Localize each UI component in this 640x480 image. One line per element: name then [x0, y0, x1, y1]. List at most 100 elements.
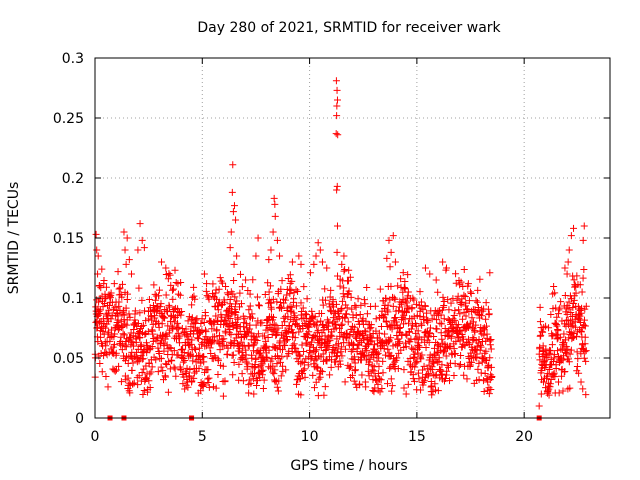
data-point: [457, 352, 465, 360]
data-point: [472, 297, 480, 305]
data-point: [188, 336, 196, 344]
data-point: [566, 350, 574, 358]
data-point: [221, 298, 229, 306]
data-point: [555, 389, 563, 397]
data-point: [253, 336, 261, 344]
data-point: [311, 356, 319, 364]
data-point: [141, 307, 149, 315]
data-point: [340, 284, 348, 292]
data-point: [232, 216, 240, 224]
data-point: [151, 314, 159, 322]
data-point: [375, 362, 383, 370]
data-point: [245, 389, 253, 397]
data-point: [120, 331, 128, 339]
data-point: [377, 376, 385, 384]
data-point: [100, 277, 108, 285]
data-point: [122, 343, 130, 351]
data-point: [196, 329, 204, 337]
data-point: [312, 252, 320, 260]
data-point: [554, 327, 562, 335]
data-point: [298, 370, 306, 378]
data-point: [487, 385, 495, 393]
data-point: [485, 384, 493, 392]
data-point: [407, 325, 415, 333]
data-point: [411, 363, 419, 371]
data-point: [366, 325, 374, 333]
data-point: [179, 345, 187, 353]
data-point: [279, 346, 287, 354]
data-point: [542, 322, 550, 330]
data-point: [173, 312, 181, 320]
data-point: [152, 356, 160, 364]
data-point: [550, 369, 558, 377]
data-point: [314, 363, 322, 371]
data-point: [386, 263, 394, 271]
data-point: [368, 337, 376, 345]
data-point: [426, 330, 434, 338]
chart-title: Day 280 of 2021, SRMTID for receiver war…: [197, 20, 501, 36]
data-point: [570, 276, 578, 284]
data-point: [243, 332, 251, 340]
data-point: [291, 334, 299, 342]
data-point: [270, 370, 278, 378]
data-point: [159, 367, 167, 375]
data-point: [125, 256, 133, 264]
data-point: [319, 350, 327, 358]
y-axis-title: SRMTID / TECUs: [6, 182, 22, 295]
data-point: [395, 307, 403, 315]
data-point: [299, 366, 307, 374]
data-point: [415, 375, 423, 383]
data-point: [553, 322, 561, 330]
data-point: [188, 301, 196, 309]
data-point: [227, 338, 235, 346]
data-point: [281, 327, 289, 335]
data-point: [434, 288, 442, 296]
data-point: [327, 363, 335, 371]
data-point: [134, 381, 142, 389]
data-point: [213, 326, 221, 334]
data-point: [293, 380, 301, 388]
data-point: [421, 264, 429, 272]
data-point: [171, 266, 179, 274]
data-point: [264, 333, 272, 341]
data-point: [552, 330, 560, 338]
data-point: [561, 264, 569, 272]
data-point: [546, 380, 554, 388]
data-point: [471, 353, 479, 361]
data-point: [304, 331, 312, 339]
data-point: [245, 306, 253, 314]
data-point: [278, 353, 286, 361]
data-point: [374, 380, 382, 388]
data-point: [443, 264, 451, 272]
data-point: [197, 387, 205, 395]
data-point: [132, 338, 140, 346]
data-point: [409, 321, 417, 329]
data-point: [237, 270, 245, 278]
data-point: [128, 366, 136, 374]
data-point: [578, 288, 586, 296]
data-point: [278, 277, 286, 285]
data-point: [280, 314, 288, 322]
data-point: [293, 316, 301, 324]
data-point: [482, 322, 490, 330]
data-point: [191, 295, 199, 303]
data-point: [141, 376, 149, 384]
data-point: [548, 341, 556, 349]
data-point: [353, 345, 361, 353]
data-point: [391, 358, 399, 366]
data-point: [418, 351, 426, 359]
data-point: [231, 308, 239, 316]
data-point: [170, 305, 178, 313]
data-point: [214, 357, 222, 365]
y-tick-label: 0.25: [53, 111, 84, 127]
data-point: [245, 342, 253, 350]
data-point: [442, 344, 450, 352]
data-point: [563, 310, 571, 318]
data-point: [379, 342, 387, 350]
data-point: [467, 288, 475, 296]
data-point: [342, 301, 350, 309]
data-point: [379, 369, 387, 377]
data-point: [447, 299, 455, 307]
data-point: [563, 302, 571, 310]
data-point: [332, 130, 340, 138]
